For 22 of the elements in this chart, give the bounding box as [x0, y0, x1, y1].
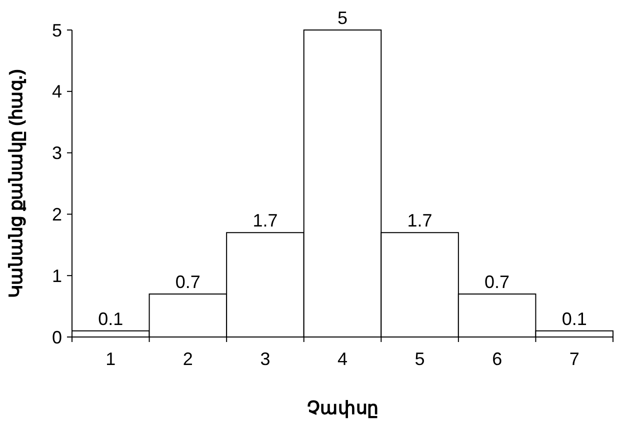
y-tick-label: 5	[52, 20, 62, 40]
x-tick-label: 3	[260, 349, 270, 369]
y-tick-label: 4	[52, 82, 62, 102]
data-label: 0.1	[562, 308, 587, 329]
y-tick-label: 2	[52, 204, 62, 224]
data-label: 1.7	[407, 210, 432, 231]
y-tick-label: 0	[52, 327, 62, 348]
x-tick-label: 7	[569, 349, 580, 369]
x-tick-label: 4	[337, 349, 348, 369]
x-tick-label: 5	[414, 349, 425, 369]
data-label: 1.7	[252, 210, 278, 231]
y-tick-label: 1	[52, 266, 62, 286]
data-label: 0.7	[484, 272, 510, 292]
x-tick-label: 6	[492, 349, 502, 369]
x-tick-label: 1	[106, 349, 116, 369]
y-tick-label: 3	[52, 143, 62, 164]
x-tick-label: 2	[182, 349, 193, 369]
x-axis-title: Չափսը	[307, 398, 378, 419]
data-label: 5	[337, 8, 348, 28]
y-axis-title: Կանանց քանակը (հազ.)	[6, 69, 27, 298]
data-label: 0.7	[175, 272, 200, 292]
data-label: 0.1	[98, 308, 124, 329]
